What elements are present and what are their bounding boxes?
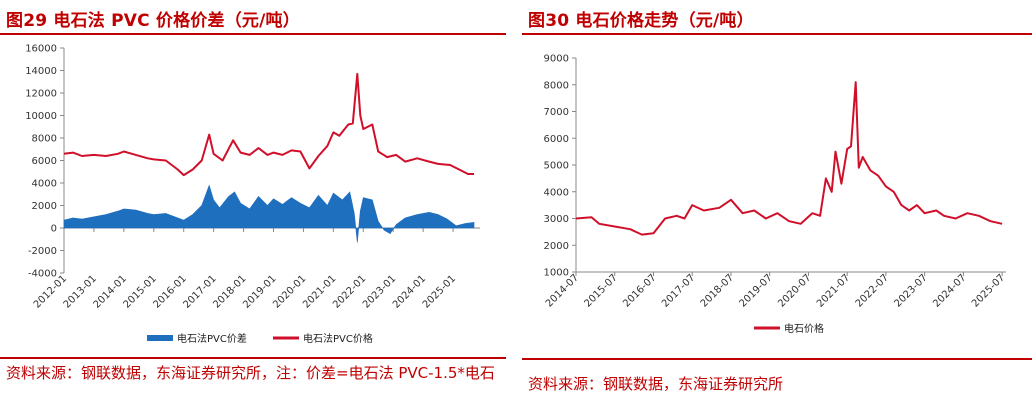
right-chart-svg: 9000800070006000500040003000200010002014… xyxy=(544,54,1008,336)
right-x-tick-label: 2015-07 xyxy=(583,272,620,309)
left-y-tick-label: -2000 xyxy=(28,246,57,257)
left-y-tick-label: 16000 xyxy=(25,44,57,55)
right-y-tick-label: 6000 xyxy=(544,134,569,145)
left-y-tick-label: 14000 xyxy=(25,66,57,77)
left-y-tick-label: 0 xyxy=(51,224,57,235)
left-chart-title: 图29 电石法 PVC 价格价差（元/吨） xyxy=(6,11,300,31)
right-x-tick-label: 2018-07 xyxy=(699,272,736,309)
right-chart-panel: 图30 电石价格走势（元/吨） 9000 8000 7000 6000 5000 4000… xyxy=(522,0,1032,411)
left-title-rule xyxy=(0,33,506,35)
right-x-tick-label: 2016-07 xyxy=(621,272,658,309)
left-y-tick-label: 4000 xyxy=(32,179,57,190)
left-series-area-spread xyxy=(63,184,475,243)
right-y-tick-label: 7000 xyxy=(544,107,569,118)
right-y-tick-label: 2000 xyxy=(544,241,569,252)
left-chart-svg: 16000 14000 12000 10000 8000 6000 4000 2000 0 -20… xyxy=(25,44,480,345)
right-source-note: 资料来源：钢联数据，东海证券研究所 xyxy=(528,375,784,393)
right-y-tick-label: 1000 xyxy=(544,268,569,279)
right-y-tick-label: 8000 xyxy=(544,80,569,91)
right-x-tick-label: 2021-07 xyxy=(815,272,852,309)
right-legend-label: 电石价格 xyxy=(784,322,824,335)
right-x-tick-label: 2023-07 xyxy=(892,272,929,309)
right-title-rule xyxy=(522,33,1032,35)
right-x-tick-label: 2017-07 xyxy=(660,272,697,309)
right-x-tick-label: 2022-07 xyxy=(854,272,891,309)
right-y-tick-label: 3000 xyxy=(544,214,569,225)
left-source-rule xyxy=(0,357,506,359)
left-y-tick-label: 8000 xyxy=(32,134,57,145)
left-legend-label: 电石法PVC价差 xyxy=(177,332,247,345)
right-x-tick-label: 2025-07 xyxy=(970,272,1007,309)
right-series-line-0 xyxy=(575,81,1003,236)
left-source-note: 资料来源：钢联数据，东海证券研究所，注：价差=电石法 PVC-1.5*电石 xyxy=(6,364,495,382)
right-x-tick-label: 2019-07 xyxy=(737,272,774,309)
right-source-rule xyxy=(522,358,1032,360)
left-y-tick-label: 10000 xyxy=(25,111,57,122)
left-legend-label: 电石法PVC价格 xyxy=(303,332,373,345)
right-y-tick-label: 9000 xyxy=(544,54,569,65)
left-y-tick-label: -4000 xyxy=(28,269,57,280)
left-y-tick-label: 12000 xyxy=(25,89,57,100)
left-chart-panel: 图29 电石法 PVC 价格价差（元/吨） 16000 14000 12000 100… xyxy=(0,0,506,411)
left-series-line-1 xyxy=(63,72,474,177)
right-x-tick-label: 2024-07 xyxy=(931,272,968,309)
right-x-tick-label: 2020-07 xyxy=(776,272,813,309)
left-legend-swatch xyxy=(147,335,173,341)
left-y-tick-label: 2000 xyxy=(32,201,57,212)
right-y-tick-label: 5000 xyxy=(544,161,569,172)
left-y-tick-label: 6000 xyxy=(32,156,57,167)
right-chart-title: 图30 电石价格走势（元/吨） xyxy=(528,11,754,31)
left-x-tick-label: 2025-01 xyxy=(421,273,458,310)
right-y-tick-label: 4000 xyxy=(544,187,569,198)
